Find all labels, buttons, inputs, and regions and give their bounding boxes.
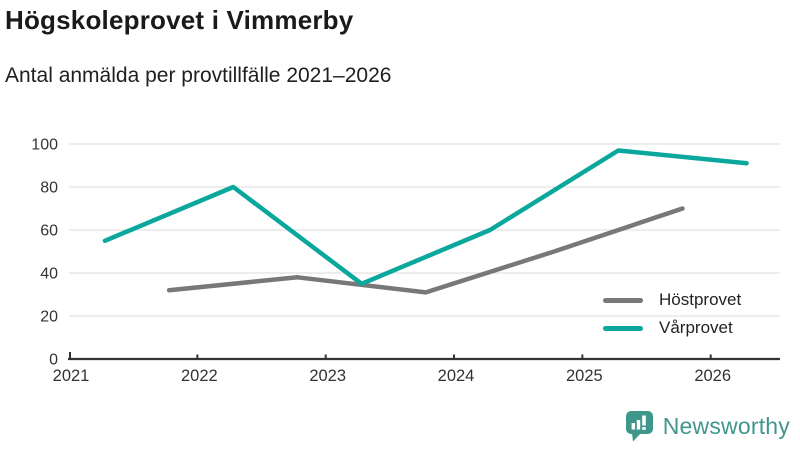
x-axis-label-2021: 2021 <box>53 367 90 385</box>
legend-item-hostprovet: Höstprovet <box>603 286 741 314</box>
legend-label-varprovet: Vårprovet <box>659 318 733 337</box>
x-axis-label-2024: 2024 <box>438 367 475 385</box>
chart-legend: Höstprovet Vårprovet <box>603 286 741 342</box>
y-axis-label-80: 80 <box>40 180 58 197</box>
y-axis-label-40: 40 <box>40 266 58 283</box>
y-axis-label-100: 100 <box>31 137 58 154</box>
series-line-höstprovet <box>166 206 685 295</box>
y-axis-label-60: 60 <box>40 223 58 240</box>
x-axis-label-2022: 2022 <box>181 367 218 385</box>
legend-swatch-hostprovet <box>603 297 643 303</box>
series-line-vårprovet <box>102 148 749 287</box>
x-axis-label-2023: 2023 <box>309 367 346 385</box>
legend-item-varprovet: Vårprovet <box>603 314 741 342</box>
chart-title: Högskoleprovet i Vimmerby <box>5 5 354 35</box>
y-axis-label-0: 0 <box>49 352 58 369</box>
y-axis-label-20: 20 <box>40 309 58 326</box>
x-axis-label-2025: 2025 <box>566 367 603 385</box>
chart-subtitle: Antal anmälda per provtillfälle 2021–202… <box>5 64 392 87</box>
newsworthy-branding: Newsworthy <box>625 410 790 442</box>
legend-label-hostprovet: Höstprovet <box>659 290 742 309</box>
x-axis-label-2026: 2026 <box>694 367 731 385</box>
legend-swatch-varprovet <box>603 325 643 331</box>
newsworthy-logo-icon <box>625 411 653 442</box>
newsworthy-logo-text: Newsworthy <box>662 412 790 439</box>
